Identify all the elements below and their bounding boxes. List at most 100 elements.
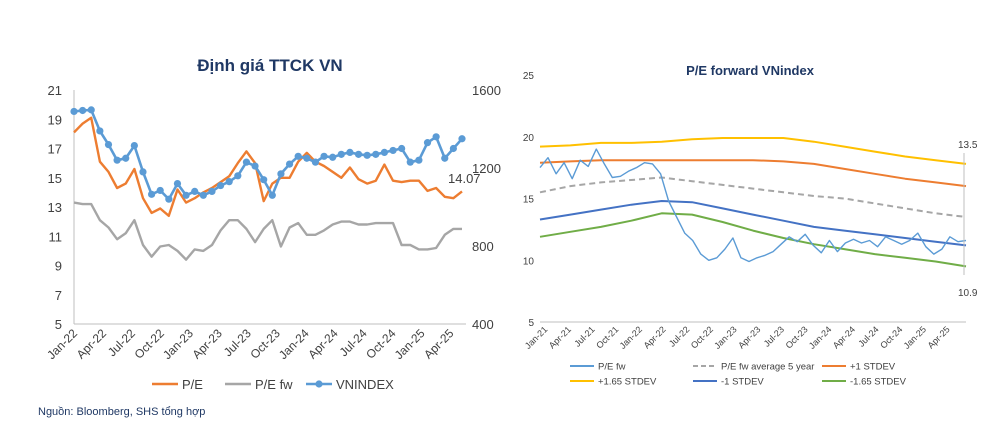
- left-legend-p-e-fw-label: P/E fw: [255, 377, 293, 392]
- left-vnindex-marker: [182, 191, 190, 199]
- left-vnindex-marker: [363, 151, 371, 159]
- left-vnindex-marker: [406, 158, 414, 166]
- right-legend-p-e-fw-average-5-year-label: P/E fw average 5 year: [721, 362, 814, 373]
- right-series-avg5y-line: [539, 176, 967, 218]
- left-vnindex-marker: [139, 168, 147, 176]
- right-legend-1-stdev-label: -1 STDEV: [721, 377, 764, 388]
- right-lower-value-label: 10.9: [958, 288, 978, 299]
- left-vnindex-marker: [96, 127, 104, 135]
- left-x-tick-label: Oct-22: [132, 326, 168, 362]
- left-vnindex-marker: [303, 154, 311, 162]
- left-vnindex-marker: [87, 106, 95, 114]
- right-x-tick-label: Jul-24: [856, 324, 880, 348]
- left-vnindex-marker: [311, 158, 320, 166]
- left-series-pe-line: [73, 116, 463, 217]
- left-vnindex-marker: [268, 191, 276, 199]
- right-series-pe-fw-line: [539, 148, 967, 263]
- left-vnindex-marker: [320, 152, 328, 160]
- left-vnindex-marker: [372, 150, 380, 158]
- right-x-tick-label: Apr-24: [831, 324, 857, 350]
- right-y-tick-label: 5: [528, 318, 534, 329]
- left-vnindex-marker: [260, 176, 268, 184]
- left-vnindex-marker: [148, 190, 156, 198]
- left-legend-vnindex-label: VNINDEX: [336, 377, 394, 392]
- right-x-tick-label: Jan-23: [712, 324, 739, 351]
- left-y2-tick-label: 1600: [472, 83, 501, 98]
- left-y-tick-label: 17: [48, 142, 62, 157]
- right-x-tick-label: Apr-23: [736, 324, 762, 350]
- right-series-minus165-stdev-line: [539, 212, 967, 268]
- left-vnindex-marker: [225, 178, 233, 186]
- right-x-tick-label: Jan-22: [618, 324, 645, 351]
- left-chart-title: Định giá TTCK VN: [197, 56, 343, 75]
- right-y-tick-label: 15: [523, 195, 535, 206]
- right-series-minus1-stdev-line: [539, 200, 967, 247]
- right-y-tick-label: 20: [523, 133, 535, 144]
- right-x-tick-label: Oct-24: [878, 324, 904, 350]
- left-y-tick-label: 19: [48, 112, 62, 127]
- left-series-vnindex-line: [73, 108, 463, 201]
- left-y-tick-label: 9: [55, 259, 62, 274]
- left-y2-tick-label: 1200: [472, 161, 501, 176]
- left-vnindex-marker: [415, 156, 423, 164]
- left-vnindex-marker: [191, 187, 199, 195]
- left-vnindex-marker: [346, 148, 354, 156]
- right-x-tick-label: Apr-25: [926, 324, 952, 350]
- right-x-tick-label: Jul-22: [667, 324, 691, 348]
- right-x-tick-label: Apr-22: [642, 324, 668, 350]
- right-y-tick-label: 25: [523, 71, 535, 82]
- left-series-pe-fw-line: [73, 201, 462, 261]
- right-x-tick-label: Oct-21: [594, 324, 620, 350]
- right-x-tick-label: Jan-21: [523, 324, 550, 351]
- left-vnindex-marker: [277, 170, 285, 178]
- left-y2-tick-label: 800: [472, 239, 494, 254]
- left-vnindex-marker: [216, 181, 225, 190]
- left-x-tick-label: Apr-22: [74, 326, 110, 362]
- left-x-tick-label: Oct-23: [247, 326, 283, 362]
- right-series-plus1-stdev-line: [539, 159, 967, 188]
- left-x-tick-label: Apr-25: [421, 326, 457, 362]
- left-y2-tick-label: 400: [472, 317, 494, 332]
- left-vnindex-marker: [156, 186, 164, 195]
- left-y-tick-label: 5: [55, 317, 62, 332]
- right-legend-p-e-fw-label: P/E fw: [598, 362, 626, 373]
- right-upper-value-label: 13.5: [958, 140, 978, 151]
- left-x-tick-label: Jan-23: [160, 326, 196, 362]
- left-vnindex-marker: [432, 133, 440, 141]
- right-y-tick-label: 10: [523, 256, 535, 267]
- left-vnindex-marker: [458, 135, 466, 143]
- left-pe-last-value-label: 14.07: [448, 171, 481, 186]
- left-y-tick-label: 15: [48, 171, 62, 186]
- left-vnindex-marker: [104, 141, 113, 149]
- right-x-tick-label: Apr-21: [547, 324, 573, 350]
- right-legend-1-stdev-label: +1 STDEV: [850, 362, 896, 373]
- left-x-tick-label: Oct-24: [363, 326, 399, 362]
- left-y-tick-label: 13: [48, 200, 62, 215]
- left-vnindex-marker: [70, 107, 78, 116]
- left-x-tick-label: Apr-24: [305, 326, 341, 362]
- source-note: Nguồn: Bloomberg, SHS tổng hợp: [38, 406, 206, 418]
- left-vnindex-marker: [113, 156, 121, 164]
- right-x-tick-label: Oct-22: [689, 324, 715, 350]
- left-x-tick-label: Apr-23: [190, 326, 226, 362]
- right-series-plus165-stdev-line: [539, 137, 967, 165]
- right-x-tick-label: Jul-23: [762, 324, 786, 348]
- right-legend-1-65-stdev-label: -1.65 STDEV: [850, 377, 907, 388]
- right-chart-title: P/E forward VNindex: [686, 63, 814, 78]
- left-legend-p-e-label: P/E: [182, 377, 203, 392]
- right-x-tick-label: Jan-24: [807, 324, 834, 351]
- left-vnindex-marker: [337, 150, 345, 158]
- left-vnindex-marker: [173, 180, 182, 188]
- left-vnindex-marker: [329, 153, 337, 161]
- right-x-tick-label: Jul-21: [572, 324, 596, 348]
- left-x-tick-label: Jan-22: [44, 326, 80, 362]
- left-vnindex-marker: [122, 154, 130, 162]
- left-vnindex-marker: [251, 162, 259, 170]
- left-vnindex-marker: [208, 187, 216, 195]
- left-y-tick-label: 21: [48, 83, 62, 98]
- left-vnindex-marker: [130, 141, 138, 150]
- left-vnindex-marker: [199, 191, 207, 199]
- left-y-tick-label: 7: [55, 288, 62, 303]
- left-vnindex-marker: [380, 148, 388, 156]
